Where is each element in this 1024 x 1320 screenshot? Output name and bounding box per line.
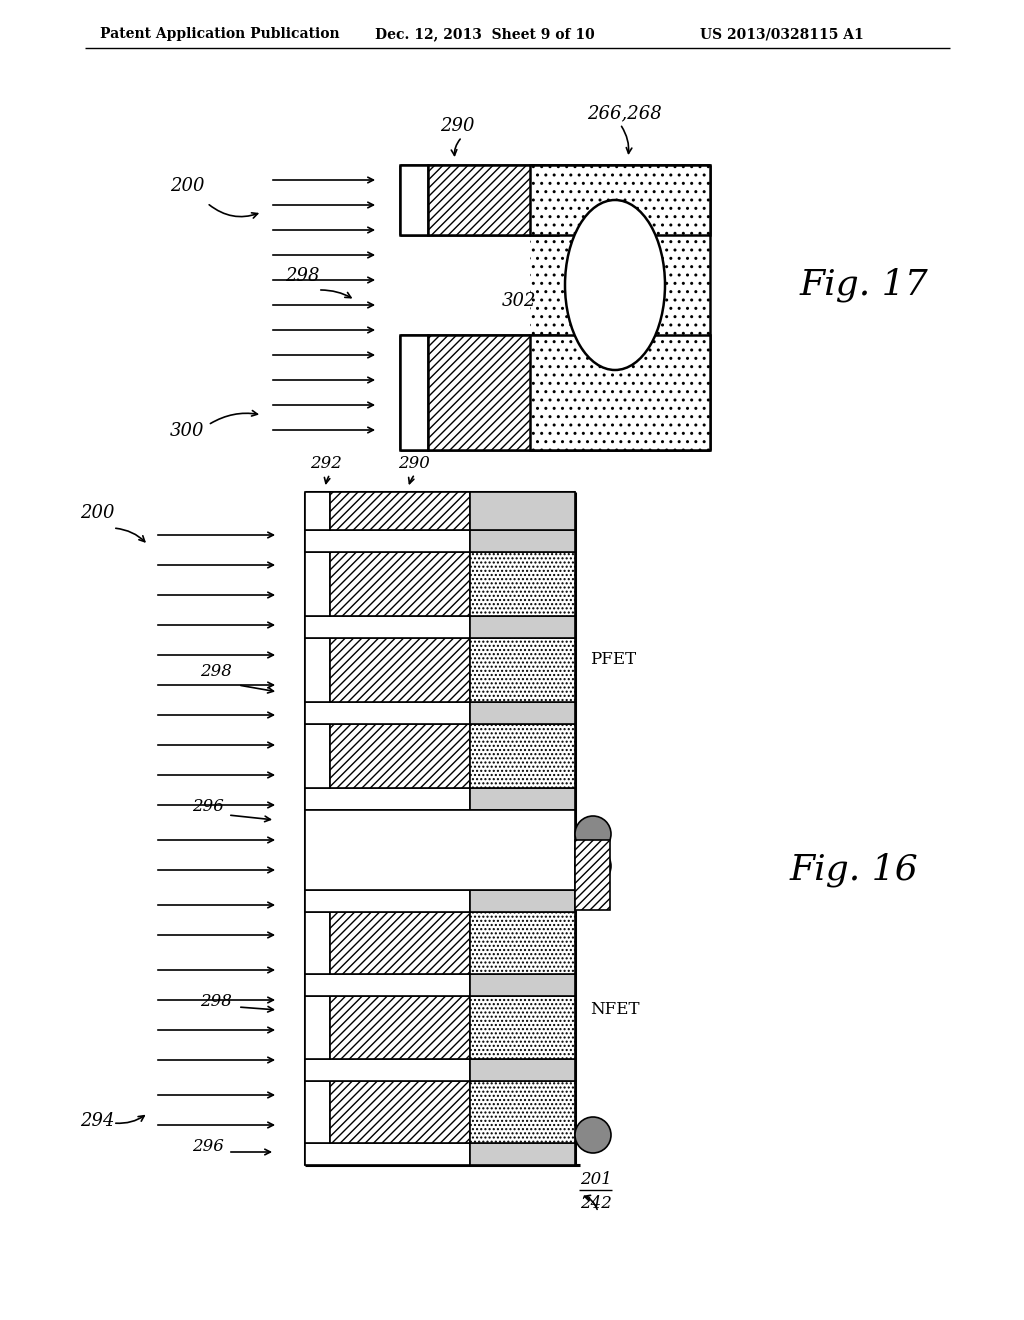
Text: 290: 290 xyxy=(440,117,474,135)
Bar xyxy=(470,492,575,531)
Bar xyxy=(305,890,470,912)
Bar xyxy=(305,702,470,723)
Text: 298: 298 xyxy=(200,663,231,680)
Bar xyxy=(470,531,575,552)
Bar xyxy=(305,1059,470,1081)
Text: 290: 290 xyxy=(398,455,430,473)
Bar xyxy=(470,723,575,788)
Circle shape xyxy=(575,1117,611,1152)
Bar xyxy=(470,702,575,723)
Text: Patent Application Publication: Patent Application Publication xyxy=(100,26,340,41)
Bar xyxy=(470,997,575,1059)
Circle shape xyxy=(575,816,611,851)
Bar xyxy=(428,335,558,450)
Text: PFET: PFET xyxy=(590,652,636,668)
Bar xyxy=(530,165,710,235)
Bar xyxy=(305,616,470,638)
Bar xyxy=(530,335,710,450)
Bar xyxy=(400,165,428,235)
Bar xyxy=(470,552,575,616)
Bar xyxy=(305,997,330,1059)
Bar xyxy=(470,616,575,638)
Text: 294: 294 xyxy=(80,1111,115,1130)
Bar xyxy=(400,335,428,450)
Bar xyxy=(470,1143,575,1166)
Bar xyxy=(305,638,330,702)
Text: 242: 242 xyxy=(580,1195,612,1212)
Text: 266,268: 266,268 xyxy=(587,104,662,121)
Text: Dec. 12, 2013  Sheet 9 of 10: Dec. 12, 2013 Sheet 9 of 10 xyxy=(375,26,595,41)
Text: 300: 300 xyxy=(170,422,205,440)
Text: 298: 298 xyxy=(200,993,231,1010)
Bar xyxy=(305,723,330,788)
Bar xyxy=(330,723,470,788)
Bar xyxy=(470,788,575,810)
Bar xyxy=(470,1081,575,1143)
Text: 296: 296 xyxy=(193,799,224,814)
Bar xyxy=(305,788,470,810)
Bar xyxy=(305,1081,330,1143)
Bar xyxy=(428,165,558,235)
Bar xyxy=(330,552,470,616)
Text: Fig. 16: Fig. 16 xyxy=(790,853,919,887)
Bar xyxy=(305,552,330,616)
Text: NFET: NFET xyxy=(590,1002,640,1019)
Bar xyxy=(330,638,470,702)
Bar xyxy=(530,165,710,450)
Bar xyxy=(305,492,330,531)
Bar xyxy=(305,810,575,890)
Bar xyxy=(330,997,470,1059)
Text: 292: 292 xyxy=(310,455,342,473)
Bar xyxy=(470,638,575,702)
Bar xyxy=(330,1081,470,1143)
Bar xyxy=(305,912,330,974)
Bar xyxy=(470,974,575,997)
Text: 200: 200 xyxy=(170,177,205,195)
Bar xyxy=(330,492,470,531)
Text: 201: 201 xyxy=(580,1171,612,1188)
Bar xyxy=(305,974,470,997)
Bar xyxy=(305,1143,470,1166)
Text: 296: 296 xyxy=(193,1138,224,1155)
Bar xyxy=(470,912,575,974)
Ellipse shape xyxy=(565,201,665,370)
Bar xyxy=(470,890,575,912)
Circle shape xyxy=(575,847,611,884)
Bar xyxy=(330,912,470,974)
Bar xyxy=(575,840,610,909)
Text: 298: 298 xyxy=(285,267,319,285)
Text: US 2013/0328115 A1: US 2013/0328115 A1 xyxy=(700,26,864,41)
Bar xyxy=(305,531,470,552)
Text: 302: 302 xyxy=(502,292,537,310)
Text: Fig. 17: Fig. 17 xyxy=(800,268,929,302)
Bar xyxy=(470,1059,575,1081)
Text: 200: 200 xyxy=(80,504,115,521)
